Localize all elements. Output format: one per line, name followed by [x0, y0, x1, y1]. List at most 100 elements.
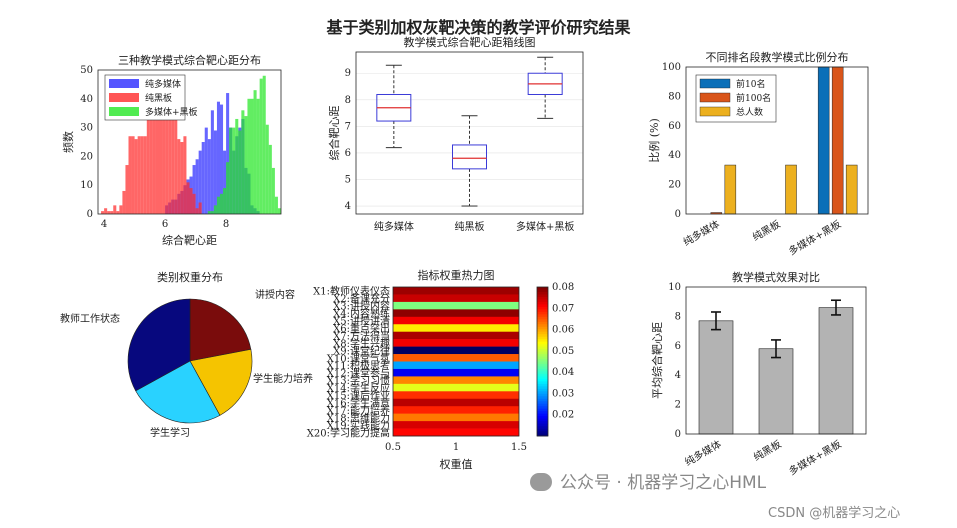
colorbar-segment [537, 431, 548, 434]
colorbar-segment [537, 396, 548, 400]
hist-ytick-label: 0 [87, 209, 93, 220]
colorbar-segment [537, 373, 548, 377]
heatmap-cell [393, 354, 519, 362]
rank-ytick-label: 100 [662, 62, 681, 73]
hist-bar-2 [159, 107, 163, 214]
colorbar-segment [537, 341, 548, 345]
rank-bar [845, 164, 858, 215]
hist-bar-2 [149, 107, 153, 214]
hist-bar-2 [152, 104, 156, 214]
colorbar-segment [537, 356, 548, 360]
rank-legend-swatch [699, 78, 731, 89]
effect-ytick-label: 6 [675, 341, 681, 352]
hist-title: 三种教学模式综合靶心距分布 [118, 53, 261, 67]
wechat-icon [530, 473, 552, 491]
colorbar-segment [537, 363, 548, 367]
hist-bar-3 [229, 127, 233, 214]
colorbar-tick-label: 0.06 [552, 325, 574, 336]
colorbar-segment [537, 383, 548, 387]
colorbar-segment [537, 391, 548, 395]
heatmap-row-label: X3:讲授内容 [333, 300, 390, 313]
heatmap-cell [393, 331, 519, 340]
rank-xtick-label: 纯多媒体 [681, 217, 722, 248]
hist-ytick-label: 40 [80, 94, 93, 105]
effect-title: 教学模式效果对比 [732, 270, 820, 284]
colorbar-segment [537, 321, 548, 325]
colorbar-segment [537, 304, 548, 308]
heatmap-row-label: X11:积极思考 [327, 359, 390, 372]
colorbar-segment [537, 398, 548, 402]
hist-bar-3 [277, 208, 281, 214]
heatmap-cell [393, 309, 519, 318]
hist-bar-1 [192, 165, 196, 214]
hist-bar-2 [165, 113, 169, 214]
heatmap-cell [393, 398, 519, 407]
hist-xtick-label: 4 [101, 219, 107, 230]
hist-bar-2 [162, 104, 166, 214]
hist-legend-swatch [109, 107, 139, 116]
heatmap-row-label: X10:课堂气氛 [327, 352, 390, 365]
hist-bar-2 [174, 118, 178, 214]
hist-bar-3 [213, 205, 217, 214]
hist-bar-3 [226, 162, 230, 214]
colorbar-tick-label: 0.04 [552, 367, 574, 378]
hist-bar-3 [210, 211, 214, 214]
hist-bar-2 [180, 142, 184, 214]
effect-bar [818, 307, 854, 435]
rank-legend-label: 前10名 [736, 78, 765, 90]
hist-bar-2 [125, 165, 129, 214]
heatmap-row-label: X19:实践能力 [327, 419, 390, 432]
colorbar-segment [537, 361, 548, 365]
hist-bar-2 [198, 202, 202, 214]
hist-bar-2 [104, 208, 108, 214]
hist-bar-3 [238, 130, 242, 214]
colorbar-segment [537, 354, 548, 357]
colorbar-segment [537, 289, 548, 293]
heatmap-cell [393, 346, 519, 355]
box-ytick-label: 6 [345, 148, 351, 159]
hist-bar-3 [253, 90, 257, 214]
heatmap-row-label: X6:重点突出 [333, 322, 390, 335]
pie-label: 讲授内容 [255, 288, 295, 301]
heatmap-row-label: X7:方法得当 [333, 329, 390, 342]
heatmap-xtick-label: 0.5 [385, 442, 401, 453]
hist-bar-2 [171, 104, 175, 214]
colorbar-segment [537, 416, 548, 420]
rank-bar [831, 66, 844, 215]
heatmap-cell [393, 324, 519, 332]
colorbar-segment [537, 411, 548, 415]
hist-bar-2 [177, 139, 181, 214]
rank-xtick-label: 多媒体+黑板 [786, 217, 843, 257]
hist-bar-1 [201, 142, 205, 214]
hist-bar-1 [198, 150, 202, 214]
colorbar-frame [536, 286, 549, 437]
heatmap-cell [393, 406, 519, 414]
effect-ylabel: 平均综合靶心距 [650, 322, 664, 399]
colorbar-segment [537, 334, 548, 338]
colorbar-segment [537, 319, 548, 323]
hist-bar-2 [168, 118, 172, 214]
pie-label: 学生学习 [150, 426, 190, 439]
box-plot-frame [355, 51, 584, 215]
colorbar-segment [537, 376, 548, 380]
hist-bar-2 [143, 136, 147, 214]
hist-ytick-label: 10 [80, 180, 93, 191]
hist-bar-3 [274, 196, 278, 214]
hist-bar-1 [195, 159, 199, 214]
colorbar-segment [537, 421, 548, 424]
hist-bar-2 [137, 136, 141, 214]
hist-bar-2 [140, 136, 144, 214]
hist-legend-swatch [109, 93, 139, 102]
hist-plot-frame [97, 69, 282, 215]
box-ytick-label: 9 [345, 68, 351, 79]
hist-bar-1 [204, 127, 208, 214]
hist-bar-3 [244, 116, 248, 214]
heatmap-row-label: X14:学生反应 [327, 382, 390, 395]
box-xtick-label: 纯多媒体 [374, 220, 414, 233]
colorbar-segment [537, 311, 548, 315]
hist-legend-label: 纯黑板 [145, 92, 172, 104]
colorbar-segment [537, 401, 548, 405]
rank-ytick-label: 40 [668, 150, 681, 161]
colorbar-segment [537, 314, 548, 318]
rank-legend-swatch [699, 106, 731, 117]
